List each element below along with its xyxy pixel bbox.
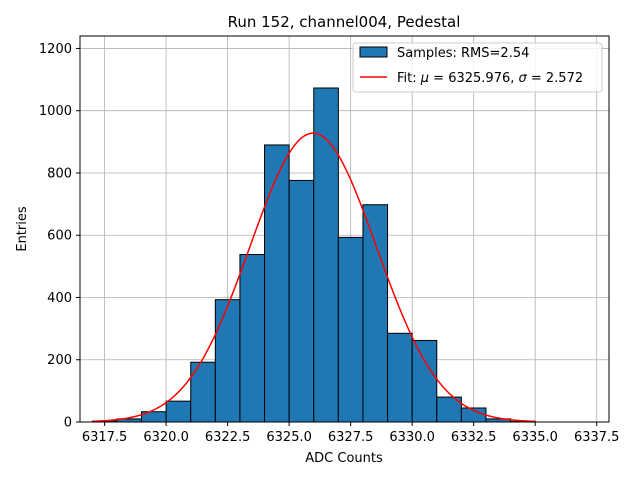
- y-tick-label: 1000: [39, 104, 72, 119]
- histogram-bar: [387, 332, 413, 423]
- histogram-bar: [337, 236, 364, 423]
- histogram-bar: [165, 400, 192, 423]
- y-axis-ticks: 0 200 400 600 800 1000 1200: [39, 42, 80, 431]
- x-tick-label: 6335.0: [512, 430, 558, 445]
- y-tick-label: 200: [47, 353, 72, 368]
- legend-hist-swatch: [359, 46, 388, 58]
- x-tick-label: 6330.0: [389, 430, 435, 445]
- histogram-bar: [214, 299, 241, 423]
- histogram-bar: [264, 144, 290, 423]
- histogram-bar: [239, 254, 266, 423]
- histogram-bar: [411, 339, 438, 423]
- x-tick-label: 6332.5: [451, 430, 497, 445]
- legend-fit-sigma-value: = 2.572: [527, 71, 583, 86]
- fit-curve-layer: [92, 132, 536, 423]
- x-tick-label: 6325.0: [266, 430, 312, 445]
- legend: Samples: RMS=2.54 Fit: μ = 6325.976, σ =…: [352, 42, 603, 93]
- y-tick-label: 400: [47, 291, 72, 306]
- y-tick-label: 800: [47, 166, 72, 181]
- y-tick-label: 0: [64, 416, 72, 431]
- legend-box: [352, 42, 603, 93]
- y-tick-label: 1200: [39, 42, 72, 57]
- fit-curve: [92, 132, 536, 423]
- legend-fit-mu-value: = 6325.976,: [429, 71, 518, 86]
- legend-fit-label: Fit: μ = 6325.976, σ = 2.572: [397, 71, 583, 86]
- plot-frame: [79, 35, 610, 423]
- x-tick-label: 6327.5: [328, 430, 374, 445]
- x-tick-label: 6337.5: [574, 430, 620, 445]
- legend-fit-prefix: Fit:: [397, 71, 421, 86]
- histogram-bar: [288, 179, 315, 423]
- chart-title: Run 152, channel004, Pedestal: [228, 13, 461, 31]
- x-axis-label: ADC Counts: [305, 451, 383, 466]
- histogram-bar: [362, 204, 389, 423]
- legend-hist-label: Samples: RMS=2.54: [397, 46, 529, 61]
- y-tick-label: 600: [47, 229, 72, 244]
- x-tick-label: 6320.0: [143, 430, 189, 445]
- x-tick-label: 6317.5: [82, 430, 128, 445]
- histogram-bar: [313, 87, 339, 423]
- x-tick-label: 6322.5: [205, 430, 251, 445]
- legend-fit-sigma-symbol: σ: [519, 71, 528, 86]
- y-axis-label: Entries: [15, 206, 30, 252]
- x-axis-ticks: 6317.5 6320.0 6322.5 6325.0 6327.5 6330.0 6332…: [82, 422, 620, 445]
- legend-fit-mu-symbol: μ: [420, 71, 429, 86]
- histogram-bars: [91, 87, 536, 423]
